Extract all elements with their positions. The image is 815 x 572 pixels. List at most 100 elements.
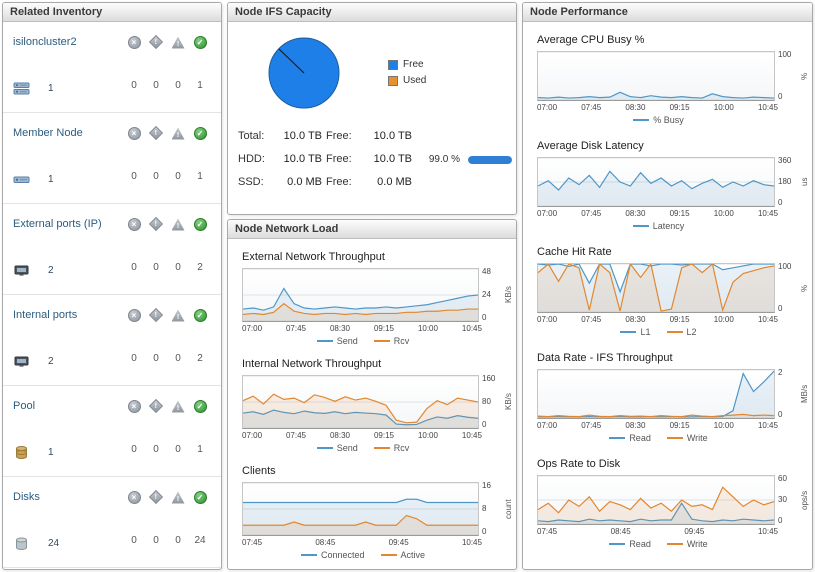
x-tick-label: 08:30: [625, 315, 646, 324]
x-tick-label: 10:00: [713, 209, 734, 218]
critical-status-icon[interactable]: !: [148, 307, 164, 323]
entity-link[interactable]: Pool: [13, 400, 36, 412]
normal-status-icon[interactable]: ✓: [193, 218, 207, 231]
x-tick-label: 07:45: [242, 538, 263, 547]
x-tick-label: 07:00: [242, 431, 263, 440]
critical-count: 0: [153, 443, 159, 455]
fatal-count: 0: [131, 352, 137, 364]
warning-count: 0: [175, 352, 181, 364]
entity: 24: [13, 535, 123, 552]
x-tick-label: 09:15: [373, 324, 394, 333]
legend-line: [373, 447, 390, 449]
fatal-count: 0: [131, 261, 137, 273]
entity-link[interactable]: isiloncluster2: [13, 36, 77, 48]
legend-label: Rcv: [393, 443, 410, 453]
legend-line: [620, 331, 637, 333]
normal-status-icon[interactable]: ✓: [193, 400, 207, 413]
y-axis: 16 8 0: [479, 482, 503, 536]
critical-status-icon[interactable]: !: [148, 216, 164, 232]
x-tick-label: 09:15: [669, 315, 690, 324]
x-tick-label: 07:00: [242, 324, 263, 333]
legend-label: Active: [400, 550, 426, 560]
plot-area[interactable]: [537, 157, 775, 207]
warning-status-icon[interactable]: !: [171, 36, 185, 49]
free-value: 0.0 MB: [377, 176, 412, 188]
legend-item-used: Used: [388, 75, 426, 86]
normal-status-icon[interactable]: ✓: [193, 36, 207, 49]
inventory-row-internal-port: Internal ports × ! ! ✓ 2 0 0 0 2: [3, 295, 221, 386]
critical-status-icon[interactable]: !: [148, 489, 164, 505]
fatal-status-icon[interactable]: ×: [127, 36, 141, 49]
entity-link[interactable]: External ports (IP): [13, 218, 102, 230]
fatal-status-icon[interactable]: ×: [127, 127, 141, 140]
x-tick-label: 10:00: [713, 103, 734, 112]
normal-status-icon[interactable]: ✓: [193, 491, 207, 504]
legend-label: Write: [686, 433, 708, 443]
plot-area[interactable]: [242, 268, 479, 322]
chart-clients: Clients 16 8 0 count 07:45 08:45 09:45 10:45 …: [228, 465, 516, 560]
y-tick-label: 160: [482, 374, 496, 383]
critical-status-icon[interactable]: !: [148, 34, 164, 50]
plot-area[interactable]: [537, 51, 775, 101]
warning-status-icon[interactable]: !: [171, 491, 185, 504]
x-tick-label: 10:45: [461, 431, 482, 440]
fatal-status-icon[interactable]: ×: [127, 400, 141, 413]
legend-label: % Busy: [653, 115, 684, 125]
node-ifs-capacity-panel: Node IFS Capacity Free Used Total: 10.0 …: [227, 2, 517, 215]
critical-status-icon[interactable]: !: [148, 125, 164, 141]
capacity-row-total: Total: 10.0 TB Free: 10.0 TB: [238, 125, 510, 148]
legend-line: [666, 437, 683, 439]
internal-port-icon: [13, 353, 30, 370]
entity-count: 1: [48, 173, 54, 185]
x-tick-label: 08:45: [610, 527, 631, 536]
entity-link[interactable]: Internal ports: [13, 309, 78, 321]
plot-area[interactable]: [537, 369, 775, 419]
normal-status-icon[interactable]: ✓: [193, 309, 207, 322]
x-tick-label: 07:45: [537, 527, 558, 536]
hdd-usage-bar-fill: [468, 155, 512, 164]
legend-label: Connected: [320, 550, 365, 560]
legend-label: Rcv: [393, 336, 410, 346]
status-icons: × ! ! ✓: [123, 398, 215, 414]
x-tick-label: 07:45: [285, 431, 307, 440]
plot-area[interactable]: [242, 482, 479, 536]
fatal-count: 0: [131, 443, 137, 455]
warning-status-icon[interactable]: !: [171, 127, 185, 140]
chart-title: External Network Throughput: [242, 251, 385, 263]
pie-slice-divider: [278, 48, 305, 74]
warning-status-icon[interactable]: !: [171, 309, 185, 322]
warning-status-icon[interactable]: !: [171, 400, 185, 413]
legend-item: Read: [609, 539, 651, 549]
y-tick-label: 30: [778, 495, 787, 504]
free-swatch: [388, 59, 398, 70]
chart-title: Internal Network Throughput: [242, 358, 382, 370]
normal-status-icon[interactable]: ✓: [193, 127, 207, 140]
member-node-icon: [13, 171, 30, 188]
legend-item: L1: [620, 327, 651, 337]
pie-legend: Free Used: [388, 59, 426, 91]
critical-status-icon[interactable]: !: [148, 398, 164, 414]
entity-link[interactable]: Member Node: [13, 127, 83, 139]
legend-item: Send: [316, 336, 358, 346]
critical-count: 0: [153, 79, 159, 91]
entity-link[interactable]: Disks: [13, 491, 40, 503]
fatal-status-icon[interactable]: ×: [127, 218, 141, 231]
y-tick-label: 80: [482, 397, 491, 406]
legend-line: [666, 331, 683, 333]
chart-legend: Latency: [537, 221, 780, 231]
plot-area[interactable]: [242, 375, 479, 429]
plot-area[interactable]: [537, 263, 775, 313]
ifs-capacity-pie-chart[interactable]: [266, 35, 342, 111]
y-axis-unit: us: [800, 177, 809, 187]
fatal-status-icon[interactable]: ×: [127, 309, 141, 322]
y-axis-unit: MB/s: [800, 384, 809, 404]
y-tick-label: 0: [778, 410, 783, 419]
inventory-row-member-node: Member Node × ! ! ✓ 1 0 0 0 1: [3, 113, 221, 204]
plot-area[interactable]: [537, 475, 775, 525]
entity-count: 2: [48, 355, 54, 367]
capacity-table: Total: 10.0 TB Free: 10.0 TB HDD: 10.0 T…: [238, 125, 512, 194]
warning-status-icon[interactable]: !: [171, 218, 185, 231]
y-axis: 360 180 0: [775, 157, 799, 207]
fatal-status-icon[interactable]: ×: [127, 491, 141, 504]
